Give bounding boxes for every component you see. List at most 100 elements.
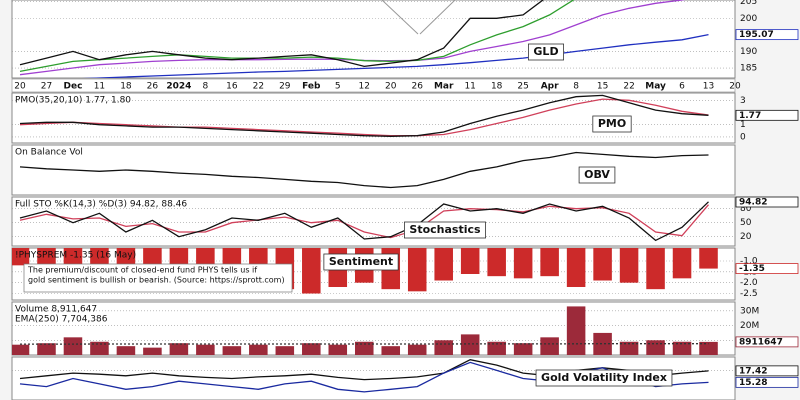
y-tick-label: -2.5 <box>740 289 758 299</box>
bar <box>460 334 480 355</box>
bar <box>434 340 453 355</box>
last-value-box <box>735 263 799 274</box>
x-tick-label: 12 <box>359 82 370 92</box>
bar <box>513 248 533 279</box>
line <box>19 151 709 189</box>
bar <box>646 248 665 290</box>
panel-title: !PHYSPREM -1.35 (16 May) <box>15 251 136 261</box>
x-tick-label: 20 <box>14 82 26 92</box>
bar <box>434 248 453 281</box>
x-tick-label: 11 <box>94 82 105 92</box>
y-tick-label: -2.0 <box>740 278 758 288</box>
bar <box>540 337 559 355</box>
x-tick-label: Mar <box>434 82 454 92</box>
y-tick-label: 200 <box>740 14 757 24</box>
last-value-box <box>735 336 799 348</box>
bar <box>302 248 321 294</box>
note-box <box>23 263 293 293</box>
y-tick-label: 190 <box>740 47 757 57</box>
line <box>19 201 709 242</box>
annotation: Sentiment <box>329 255 393 268</box>
y-tick-label: 185 <box>740 64 757 74</box>
last-value-box <box>735 29 799 41</box>
x-tick-label: May <box>645 82 666 92</box>
bar <box>487 341 506 355</box>
x-tick-label: 29 <box>279 82 291 92</box>
x-tick-label: 8 <box>573 82 579 92</box>
x-tick-label: 5 <box>335 82 341 92</box>
bar <box>116 346 136 355</box>
bar <box>646 340 665 355</box>
panel-subtitle: EMA(250) 7,704,386 <box>15 315 108 325</box>
last-value-label: 8911647 <box>739 337 783 347</box>
panel-title: PMO(35,20,10) 1.77, 1.80 <box>15 96 131 106</box>
last-value-box <box>735 365 799 377</box>
annotation-box <box>528 43 564 61</box>
annotation: PMO <box>598 117 626 130</box>
y-tick-label: 80 <box>740 204 752 214</box>
last-value-label: 17.42 <box>739 366 767 376</box>
panel-plot <box>12 94 735 138</box>
bar <box>672 248 692 279</box>
y-tick-label: 3 <box>740 96 746 106</box>
panel-frame <box>11 0 736 79</box>
bar <box>513 343 533 355</box>
panel-plot <box>12 201 735 242</box>
panel-title: Volume 8,911,647 <box>15 305 97 315</box>
bar <box>593 332 612 355</box>
x-tick-label: 26 <box>147 82 159 92</box>
annotation-box <box>404 221 486 239</box>
x-tick-label: Feb <box>302 82 321 92</box>
bar <box>169 343 189 355</box>
line <box>19 0 575 73</box>
x-tick-label: 25 <box>517 82 528 92</box>
last-value-box <box>735 196 799 208</box>
date-axis <box>11 78 736 93</box>
bar <box>566 248 586 287</box>
y-tick-label: 50 <box>740 218 752 228</box>
panel-title: On Balance Vol <box>15 148 83 158</box>
annotation-box <box>535 369 673 387</box>
annotation-box <box>323 253 399 271</box>
x-tick-label: 18 <box>491 82 503 92</box>
note-line: The premium/discount of closed-end fund … <box>27 266 257 275</box>
x-tick-label: 22 <box>253 82 264 92</box>
y-tick-label: -1.0 <box>740 257 758 267</box>
bar <box>619 341 639 355</box>
bar <box>354 341 374 355</box>
x-tick-label: 22 <box>623 82 634 92</box>
x-tick-label: Dec <box>64 82 83 92</box>
last-value-box <box>735 376 799 388</box>
callout-line <box>419 0 456 35</box>
bar <box>12 248 30 266</box>
line <box>82 33 709 78</box>
bar <box>302 343 321 355</box>
y-tick-label: 20M <box>740 321 759 331</box>
panel-plot <box>12 306 735 355</box>
panel-title: Full STO %K(14,3) %D(3) 94.82, 88.46 <box>15 200 187 210</box>
x-tick-label: 27 <box>41 82 52 92</box>
x-tick-label: 18 <box>120 82 132 92</box>
y-tick-label: 205 <box>740 0 757 7</box>
last-value-label: 94.82 <box>739 198 767 208</box>
x-tick-label: 16 <box>226 82 238 92</box>
bar <box>63 337 83 355</box>
bar <box>619 248 639 283</box>
bar <box>12 344 30 355</box>
annotation: GLD <box>533 45 558 58</box>
bar <box>487 248 506 277</box>
x-tick-label: Apr <box>541 82 559 92</box>
x-tick-label: 20 <box>729 82 741 92</box>
bar <box>275 346 295 355</box>
bar <box>460 248 480 274</box>
bar <box>407 344 427 355</box>
x-tick-label: 8 <box>203 82 209 92</box>
bar <box>143 347 162 355</box>
x-tick-label: 6 <box>679 82 685 92</box>
x-tick-label: 11 <box>464 82 475 92</box>
last-value-label: 195.07 <box>739 30 774 40</box>
x-tick-label: 26 <box>411 82 423 92</box>
x-tick-label: 13 <box>703 82 714 92</box>
bar <box>90 341 109 355</box>
